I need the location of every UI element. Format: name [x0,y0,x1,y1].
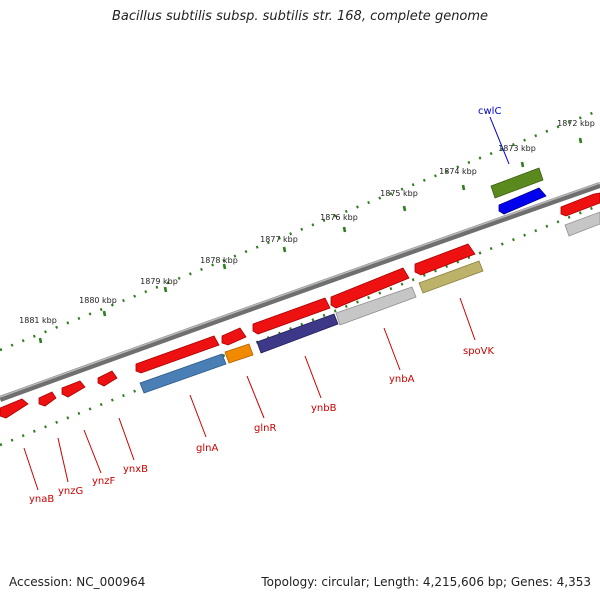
gene-arrow-ynaB[interactable] [0,398,29,419]
gene-label-cwlC[interactable]: cwlC [478,106,501,117]
major-tick [342,226,347,233]
kbp-label: 1881 kbp [19,316,57,325]
accession-text: Accession: NC_000964 [9,575,146,589]
gene-arrow-ynbB[interactable] [252,297,331,335]
leader-line-ynxB [118,417,135,461]
kbp-label: 1873 kbp [498,144,536,153]
kbp-label: 1879 kbp [140,277,178,286]
feature-bar-ynbB[interactable] [256,313,339,354]
gene-arrow-glnA[interactable] [135,335,220,374]
kbp-label: 1872 kbp [557,119,595,128]
leader-line-ynzF [83,429,102,474]
gene-arrow-ynzF[interactable] [61,380,86,398]
gene-label-glnA[interactable]: glnA [196,443,218,454]
major-tick [461,184,466,191]
feature-track [139,211,600,394]
major-tick [282,246,287,253]
leader-line-ynaB [23,447,39,491]
major-tick [402,205,407,212]
major-tick [102,310,107,317]
gene-label-ynzF[interactable]: ynzF [92,476,116,487]
major-tick [520,161,525,168]
gene-label-ynbB[interactable]: ynbB [311,403,337,414]
feature-bar-glnR[interactable] [224,343,254,364]
kbp-labels: 1881 kbp 1880 kbp 1879 kbp 1878 kbp 1877… [19,119,595,325]
gene-arrow-glnR[interactable] [221,327,247,346]
gene-arrow-right-edge[interactable] [560,192,600,217]
gene-label-ynxB[interactable]: ynxB [123,464,148,475]
gene-label-ynaB[interactable]: ynaB [29,494,54,505]
kbp-label: 1874 kbp [439,167,477,176]
leader-line-ynbA [383,327,401,371]
gene-track [0,192,600,419]
kbp-label: 1876 kbp [320,213,358,222]
feature-bar-cwlC[interactable] [490,167,544,199]
gene-label-glnR[interactable]: glnR [254,423,276,434]
kbp-label: 1878 kbp [200,256,238,265]
gene-arrow-spoVK[interactable] [414,243,476,276]
feature-bar-right-edge[interactable] [564,211,600,237]
leader-line-ynbB [304,355,322,399]
feature-bar-ynbA[interactable] [335,286,417,326]
genome-summary-text: Topology: circular; Length: 4,215,606 bp… [261,575,591,589]
genome-backbone [0,182,600,402]
gene-label-ynbA[interactable]: ynbA [389,374,415,385]
gene-arrow-cwlC[interactable] [498,187,547,215]
gene-labels: ynaB ynzG ynzF ynxB glnA glnR ynbB ynbA … [29,106,501,505]
major-tick [222,263,227,270]
feature-bar-spoVK[interactable] [418,260,484,294]
gene-arrow-ynzG[interactable] [38,391,57,407]
inner-tick-track [0,203,600,447]
gene-arrow-ynbA[interactable] [330,267,410,309]
leader-line-glnR [246,375,265,419]
leader-line-glnA [189,394,207,438]
leader-line-spoVK [459,297,476,341]
gene-arrow-ynxB[interactable] [97,370,118,387]
cwlC-track [490,167,547,215]
leader-line-ynzG [57,437,69,483]
major-tick [163,286,168,293]
gene-label-spoVK[interactable]: spoVK [463,346,495,357]
kbp-label: 1875 kbp [380,189,418,198]
major-tick [38,337,43,344]
feature-bar-glnA[interactable] [139,353,227,394]
genome-title: Bacillus subtilis subsp. subtilis str. 1… [111,9,489,24]
major-ticks-outer [38,137,583,344]
leader-lines [23,116,510,491]
kbp-label: 1880 kbp [79,296,117,305]
leader-line-cwlC [489,116,510,165]
gene-label-ynzG[interactable]: ynzG [58,486,83,497]
major-tick [578,137,583,144]
kbp-label: 1877 kbp [260,235,298,244]
